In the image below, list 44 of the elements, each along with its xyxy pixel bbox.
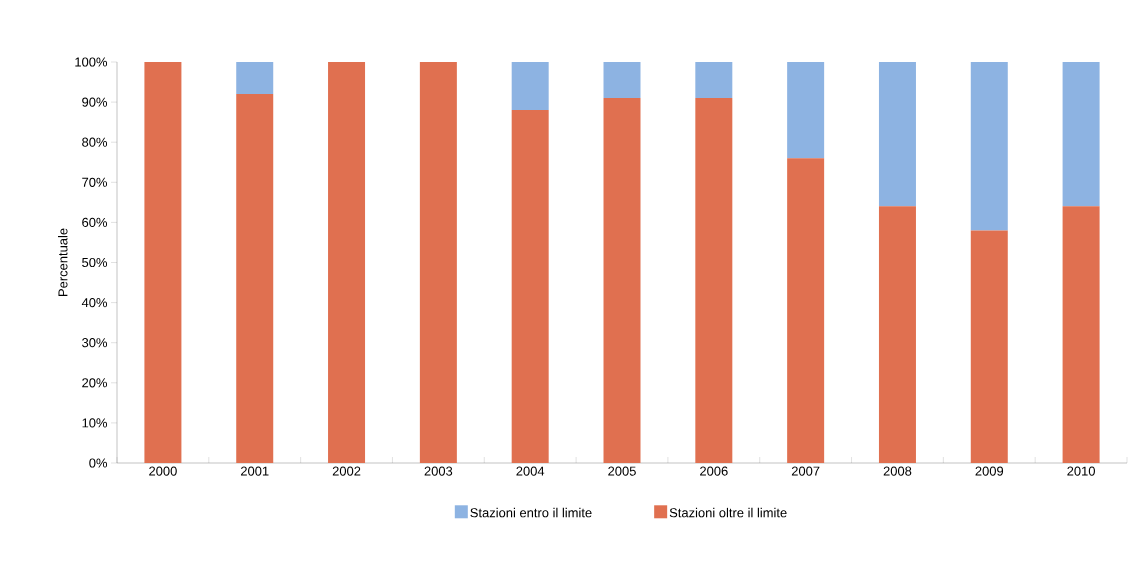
x-tick-label: 2003: [424, 466, 453, 476]
legend-label: Stazioni oltre il limite: [669, 507, 787, 518]
bar: [1062, 206, 1100, 463]
bar: [511, 110, 549, 463]
x-tick-label: 2006: [700, 466, 728, 476]
bar: [970, 230, 1008, 463]
bar: [144, 62, 182, 463]
x-tick-label: 2009: [975, 466, 1004, 476]
bar: [695, 98, 733, 463]
x-tick-label: 2002: [332, 466, 361, 476]
bar: [878, 62, 916, 207]
bar: [695, 62, 733, 99]
y-tick-label: 100%: [75, 57, 108, 67]
y-tick-label: 80%: [82, 137, 108, 147]
x-tick-label: 2000: [149, 466, 177, 476]
x-tick-label: 2004: [516, 466, 545, 476]
y-tick-label: 90%: [82, 97, 108, 107]
bar: [970, 62, 1008, 231]
bar: [419, 62, 457, 463]
x-tick-label: 2007: [791, 466, 820, 476]
y-axis-title: Percentuale: [58, 228, 68, 296]
bar: [603, 62, 641, 99]
bar: [236, 94, 274, 463]
bar: [787, 158, 825, 463]
y-tick-label: 30%: [82, 338, 108, 348]
y-tick-label: 50%: [82, 257, 108, 268]
x-tick-label: 2008: [883, 466, 912, 476]
y-tick-label: 40%: [81, 298, 108, 308]
x-tick-label: 2010: [1067, 466, 1095, 476]
bar: [236, 62, 274, 95]
legend-label: Stazioni entro il limite: [470, 507, 592, 518]
x-tick-label: 2001: [240, 466, 269, 476]
bar: [787, 62, 825, 159]
y-tick-label: 70%: [82, 177, 108, 187]
bar: [511, 62, 549, 111]
y-tick-label: 10%: [82, 418, 108, 428]
bar: [603, 98, 641, 463]
bar: [878, 206, 916, 463]
y-tick-label: 0%: [89, 458, 108, 468]
bar: [1062, 62, 1100, 207]
y-tick-label: 60%: [82, 217, 108, 227]
bar: [328, 62, 366, 463]
x-tick-label: 2005: [608, 466, 636, 476]
y-tick-label: 20%: [82, 378, 108, 388]
